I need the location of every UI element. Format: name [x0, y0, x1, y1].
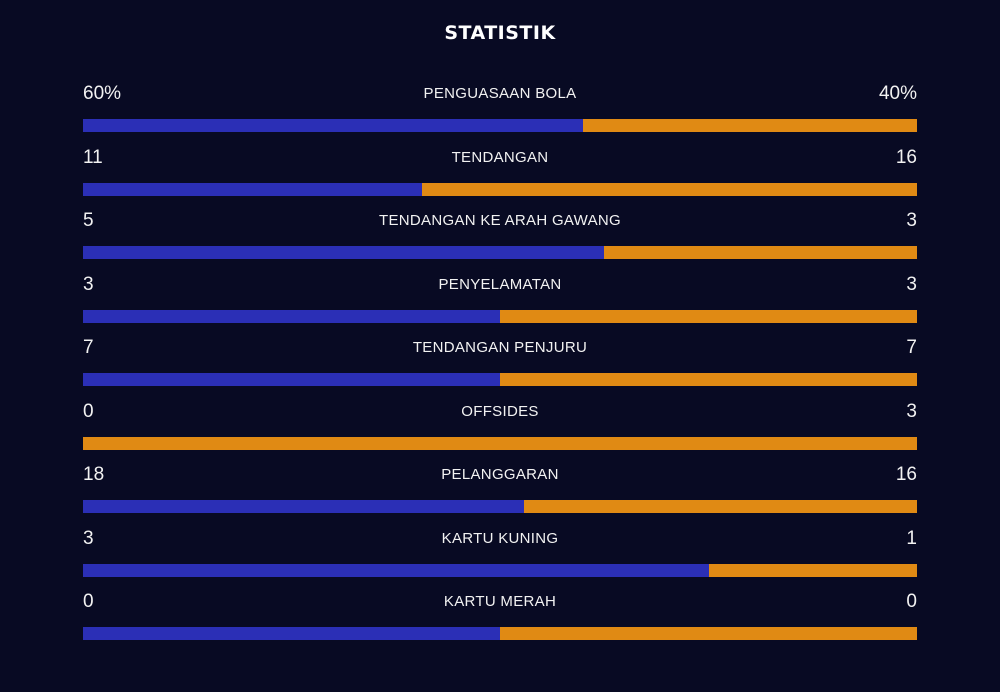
home-value: 18	[83, 464, 105, 485]
stat-row: 3 KARTU KUNING 1	[83, 527, 917, 591]
stat-label: PENYELAMATAN	[438, 275, 562, 293]
home-bar	[83, 182, 423, 196]
stats-list: 60% PENGUASAAN BOLA 40% 11 TENDANGAN 16 …	[83, 82, 917, 654]
comparison-bar	[83, 246, 917, 259]
away-value: 1	[906, 527, 917, 549]
stat-label: PENGUASAAN BOLA	[423, 85, 577, 102]
home-value: 7	[83, 337, 94, 358]
away-bar	[604, 246, 917, 259]
home-bar	[83, 627, 500, 640]
stat-label: KARTU KUNING	[441, 529, 559, 547]
stat-label: TENDANGAN	[451, 148, 549, 166]
home-bar	[83, 119, 584, 132]
comparison-bar	[83, 182, 917, 196]
home-bar	[83, 309, 500, 323]
comparison-bar	[83, 373, 917, 386]
home-bar	[83, 246, 605, 259]
away-bar	[500, 309, 917, 323]
away-value: 3	[906, 400, 917, 422]
home-value: 60%	[83, 83, 122, 104]
away-value: 40%	[878, 83, 917, 104]
stat-row: 0 KARTU MERAH 0	[83, 590, 917, 654]
comparison-bar	[83, 627, 917, 640]
stat-row: 3 PENYELAMATAN 3	[83, 273, 917, 337]
home-value: 11	[83, 146, 103, 168]
away-value: 0	[906, 591, 917, 612]
away-bar	[708, 563, 917, 577]
home-value: 3	[83, 273, 94, 295]
stat-row: 0 OFFSIDES 3	[83, 400, 917, 464]
away-value: 16	[895, 146, 917, 168]
stat-row: 11 TENDANGAN 16	[83, 146, 917, 210]
comparison-bar	[83, 500, 917, 513]
comparison-bar	[83, 119, 917, 132]
stat-label: TENDANGAN PENJURU	[412, 339, 588, 356]
away-value: 3	[906, 273, 917, 295]
stat-label: TENDANGAN KE ARAH GAWANG	[379, 212, 621, 229]
home-bar	[83, 373, 500, 386]
home-bar	[83, 563, 709, 577]
stat-row: 60% PENGUASAAN BOLA 40%	[83, 82, 917, 146]
page-title: STATISTIK	[444, 22, 556, 44]
comparison-bar	[83, 309, 917, 323]
home-bar	[83, 500, 525, 513]
stat-label: OFFSIDES	[461, 402, 539, 420]
away-bar	[500, 373, 917, 386]
away-value: 3	[906, 210, 917, 231]
stat-row: 7 TENDANGAN PENJURU 7	[83, 336, 917, 400]
away-bar	[83, 436, 917, 450]
away-value: 7	[906, 337, 917, 358]
away-bar	[422, 182, 917, 196]
home-value: 3	[83, 527, 94, 549]
stat-row: 5 TENDANGAN KE ARAH GAWANG 3	[83, 209, 917, 273]
stat-row: 18 PELANGGARAN 16	[83, 463, 917, 527]
comparison-bar	[83, 563, 917, 577]
stat-label: KARTU MERAH	[443, 593, 557, 610]
stat-label: PELANGGARAN	[441, 466, 559, 483]
away-bar	[524, 500, 917, 513]
home-value: 0	[83, 591, 94, 612]
home-value: 0	[83, 400, 94, 422]
home-value: 5	[83, 210, 94, 231]
away-bar	[500, 627, 917, 640]
away-value: 16	[895, 464, 917, 485]
away-bar	[583, 119, 917, 132]
comparison-bar	[83, 436, 917, 450]
